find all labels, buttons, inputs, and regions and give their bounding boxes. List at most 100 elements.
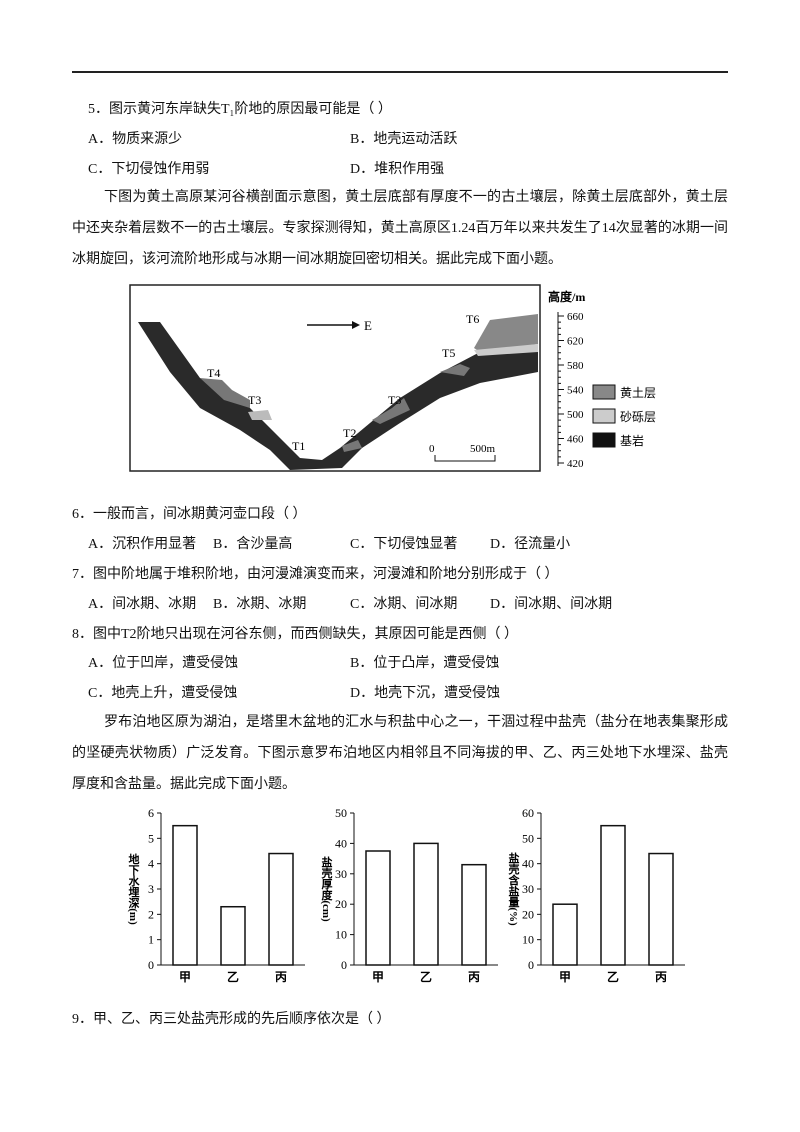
terrace-label: T6 <box>466 312 479 326</box>
option: C．下切侵蚀作用弱 <box>88 162 210 177</box>
option: A．物质来源少 <box>88 132 183 147</box>
loess <box>372 398 410 424</box>
terrace-label: T5 <box>442 346 455 360</box>
loess <box>474 314 538 352</box>
tick-label: 620 <box>567 336 584 348</box>
y-tick-label: 5 <box>148 831 154 845</box>
y-tick-label: 60 <box>522 806 534 820</box>
option: B．含沙量高 <box>213 537 293 552</box>
bar <box>461 863 487 966</box>
terrace-label: T1 <box>292 439 305 453</box>
tick-label: 580 <box>567 360 584 372</box>
option: B．地壳运动活跃 <box>350 132 458 147</box>
question-stem: 5．图示黄河东岸缺失T₁阶地的原因最可能是（ ） <box>88 102 392 117</box>
y-axis-label: 地下水埋深(m) <box>127 852 140 925</box>
option: C．下切侵蚀显著 <box>350 537 458 552</box>
tick-label: 420 <box>567 458 584 470</box>
loess <box>440 364 470 376</box>
bar <box>413 842 439 966</box>
option: D．径流量小 <box>490 537 571 552</box>
x-tick-label: 丙 <box>275 970 287 984</box>
bar <box>268 852 294 966</box>
bar <box>220 905 246 966</box>
y-tick-label: 30 <box>522 882 534 896</box>
bar <box>648 852 674 966</box>
option: C．地壳上升，遭受侵蚀 <box>88 686 238 701</box>
option: C．冰期、间冰期 <box>350 597 458 612</box>
y-tick-label: 50 <box>522 831 534 845</box>
x-tick-label: 乙 <box>607 970 619 984</box>
gravel <box>474 344 538 356</box>
x-tick-label: 甲 <box>559 970 571 984</box>
scale-label: 500m <box>470 443 496 455</box>
option: A．沉积作用显著 <box>88 537 197 552</box>
scale-label: 0 <box>429 443 435 455</box>
x-tick-label: 甲 <box>372 970 384 984</box>
y-tick-label: 4 <box>148 857 154 871</box>
x-tick-label: 乙 <box>227 970 239 984</box>
direction-label: E <box>364 318 372 333</box>
loess <box>200 378 250 408</box>
y-tick-label: 3 <box>148 882 154 896</box>
tick-label: 540 <box>567 385 584 397</box>
question-stem: 6．一般而言，间冰期黄河壶口段（ ） <box>72 507 307 522</box>
legend-label: 基岩 <box>620 433 644 448</box>
y-tick-label: 1 <box>148 933 154 947</box>
y-tick-label: 0 <box>528 958 534 972</box>
tick-label: 500 <box>567 409 584 421</box>
y-axis-label: 盐壳厚度(cm) <box>320 855 334 922</box>
legend-label: 黄土层 <box>620 386 656 400</box>
arrow-head <box>352 321 360 329</box>
x-tick-label: 乙 <box>420 970 432 984</box>
y-tick-label: 2 <box>148 907 154 921</box>
y-tick-label: 30 <box>335 867 347 881</box>
option: A．间冰期、冰期 <box>88 597 197 612</box>
question-stem: 7．图中阶地属于堆积阶地，由河漫滩演变而来，河漫滩和阶地分别形成于（ ） <box>72 567 559 582</box>
question-stem: 9．甲、乙、丙三处盐壳形成的先后顺序依次是（ ） <box>72 1012 391 1027</box>
y-tick-label: 40 <box>522 857 534 871</box>
option: D．地壳下沉，遭受侵蚀 <box>350 686 501 701</box>
top-rule <box>72 71 728 73</box>
y-tick-label: 6 <box>148 806 154 820</box>
passage: 下图为黄土高原某河谷横剖面示意图，黄土层底部有厚度不一的古土壤层，除黄土层底部外… <box>72 190 728 267</box>
bar-chart: 0 10 20 30 40 50 盐壳厚度(cm) 甲 乙 丙 <box>320 806 498 984</box>
legend-swatch <box>592 432 616 448</box>
loess <box>342 440 362 452</box>
y-tick-label: 0 <box>148 958 154 972</box>
y-tick-label: 20 <box>335 897 347 911</box>
scale-bar <box>434 455 496 462</box>
y-tick-label: 0 <box>341 958 347 972</box>
question-stem: 8．图中T2阶地只出现在河谷东侧，而西侧缺失，其原因可能是西侧（ ） <box>72 627 519 642</box>
bar <box>365 850 391 966</box>
option: B．位于凸岸，遭受侵蚀 <box>350 656 500 671</box>
axis-title: 高度/m <box>548 289 585 304</box>
y-axis-label: 盐壳含盐量(%) <box>507 851 521 926</box>
terrace-label: T4 <box>207 366 220 380</box>
tick-label: 460 <box>567 434 584 446</box>
terrace-label: T3 <box>248 393 261 407</box>
tick-label: 660 <box>567 311 584 323</box>
terrace-label: T3 <box>388 393 401 407</box>
gravel <box>248 410 272 420</box>
y-tick-label: 10 <box>522 933 534 947</box>
bar <box>172 824 198 966</box>
option: D．间冰期、间冰期 <box>490 597 613 612</box>
y-tick-label: 40 <box>335 836 347 850</box>
y-tick-label: 50 <box>335 806 347 820</box>
legend-swatch <box>592 384 616 400</box>
bar-chart: 0 1 2 3 4 5 6 地下水埋深(m) 甲 乙 丙 <box>127 806 305 984</box>
y-tick-label: 10 <box>335 928 347 942</box>
option: D．堆积作用强 <box>350 162 445 177</box>
legend-label: 砂砾层 <box>620 410 656 424</box>
y-tick-label: 20 <box>522 907 534 921</box>
bar <box>600 824 626 966</box>
x-tick-label: 丙 <box>468 970 480 984</box>
terrace-label: T2 <box>343 426 356 440</box>
passage: 罗布泊地区原为湖泊，是塔里木盆地的汇水与积盐中心之一，干涸过程中盐壳（盐分在地表… <box>72 715 728 792</box>
bar <box>552 903 578 966</box>
option: A．位于凹岸，遭受侵蚀 <box>88 656 239 671</box>
x-tick-label: 甲 <box>179 970 191 984</box>
legend-swatch <box>592 408 616 424</box>
